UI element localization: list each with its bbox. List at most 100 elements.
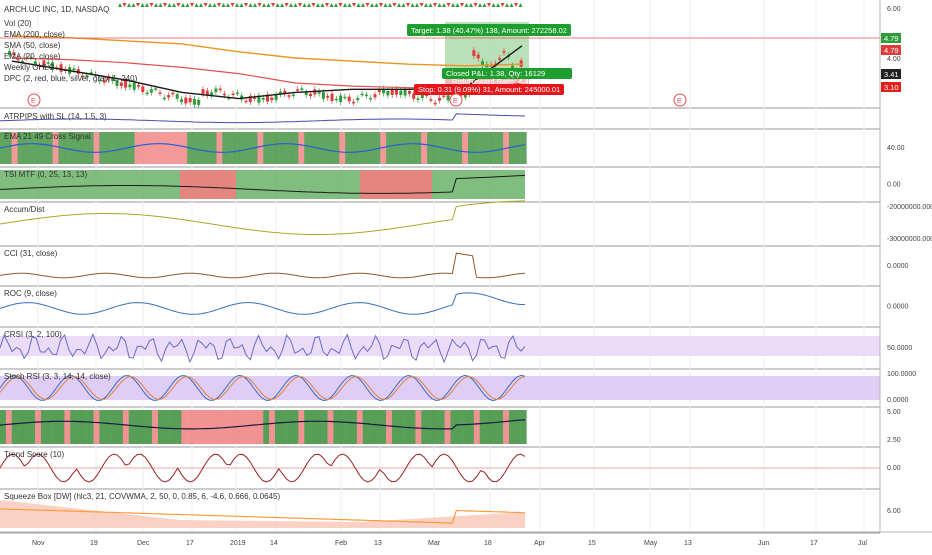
volume-marker (455, 3, 460, 7)
signal-block (415, 132, 422, 164)
candle (498, 58, 502, 60)
trend-block (368, 410, 375, 444)
signal-block (70, 132, 77, 164)
volume-marker (347, 3, 352, 7)
volume-marker (280, 3, 284, 7)
pane-label[interactable]: CCI (31, close) (4, 249, 58, 258)
time-axis-label: 13 (684, 540, 692, 547)
trend-block (11, 410, 18, 444)
candle (446, 95, 450, 101)
trend-block (257, 410, 264, 444)
pane-axis-tick: 0.00 (887, 465, 901, 472)
volume-marker (302, 3, 307, 7)
trend-block (386, 410, 393, 444)
signal-block (216, 132, 223, 164)
volume-marker (257, 3, 262, 7)
stoch-k-line (0, 374, 526, 402)
price-pane[interactable]: Target: 1.38 (40.47%) 138, Amount: 27225… (0, 3, 880, 109)
trend-block (163, 410, 170, 444)
trend-block (345, 410, 352, 444)
volume-marker (334, 3, 338, 7)
time-axis-label: Feb (335, 540, 347, 547)
signal-block (514, 132, 521, 164)
overlay-label-weekly-ohlc[interactable]: Weekly OHLC (4, 63, 55, 72)
candle (257, 95, 261, 103)
svg-text:3.10: 3.10 (884, 83, 899, 92)
candle (274, 94, 278, 101)
overlay-label-vol[interactable]: Vol (20) (4, 19, 32, 28)
overlay-label-dpc[interactable]: DPC (2, red, blue, silver, gray, 1, 240) (4, 74, 138, 83)
volume-marker (284, 3, 289, 7)
volume-marker (338, 3, 343, 7)
candle (102, 80, 106, 83)
candle (188, 97, 192, 103)
volume-marker (487, 3, 491, 7)
candle (425, 94, 429, 97)
trend-block (427, 410, 434, 444)
candle (210, 92, 214, 96)
candle (158, 92, 162, 94)
signal-block (450, 132, 457, 164)
pane-axis-tick: 2.50 (887, 437, 901, 444)
candle (287, 95, 291, 97)
trend-block (40, 410, 47, 444)
pane-label[interactable]: ATRPIPS with SL (14, 1.5, 3) (4, 112, 107, 121)
overlay-label-ema20[interactable]: EMA (20, close) (4, 52, 61, 61)
squeeze-line (0, 508, 526, 524)
signal-block (456, 132, 463, 164)
overlay-label-ema200[interactable]: EMA (200, close) (4, 30, 65, 39)
target-label-box (407, 24, 571, 36)
candle (420, 94, 424, 98)
earnings-label-2: E (453, 98, 458, 105)
pane-label[interactable]: CRSI (3, 2, 100) (4, 330, 62, 339)
volume-marker (203, 3, 208, 7)
signal-block (5, 132, 12, 164)
candle (386, 90, 390, 96)
pane-axis-tick: 0.0000 (887, 304, 909, 311)
volume-marker (356, 3, 361, 7)
volume-marker (293, 3, 298, 7)
candle (16, 58, 20, 61)
signal-block (508, 132, 515, 164)
signal-block (339, 132, 346, 164)
pnl-label-box (442, 68, 572, 79)
signal-block (304, 132, 311, 164)
volume-marker (514, 3, 518, 7)
candle (162, 97, 166, 100)
volume-marker (469, 3, 473, 7)
volume-marker (185, 3, 190, 7)
earnings-label-3: E (677, 98, 682, 105)
pane-label[interactable]: Squeeze Box [DW] (hlc3, 21, COVWMA, 2, 5… (4, 492, 280, 501)
pane-label[interactable]: ROC (9, close) (4, 289, 57, 298)
ema200-line (11, 35, 523, 67)
trend-block (93, 410, 100, 444)
volume-marker (325, 3, 329, 7)
signal-block (374, 132, 381, 164)
earnings-marker-1[interactable] (27, 93, 41, 107)
signal-block (368, 132, 375, 164)
pane-label[interactable]: Accum/Dist (4, 205, 45, 214)
atr-line (0, 113, 526, 124)
candle (33, 61, 37, 65)
earnings-marker-2[interactable] (449, 93, 463, 107)
pane-label[interactable]: EMA 21 49 Cross Signal (4, 132, 91, 141)
signal-block (257, 132, 264, 164)
svg-text:3.41: 3.41 (884, 70, 899, 79)
trend-block (321, 410, 328, 444)
earnings-marker-3[interactable] (673, 93, 687, 107)
price-tag-sma: 4.79 (881, 45, 901, 55)
symbol-title[interactable]: ARCH.UC INC, 1D, NASDAQ (4, 5, 109, 14)
signal-block (99, 132, 106, 164)
volume-marker (343, 3, 347, 7)
candle (369, 97, 373, 100)
candle (89, 72, 93, 74)
pane-label[interactable]: TSI MTF (0, 25, 13, 13) (4, 170, 87, 179)
volume-marker (446, 3, 451, 7)
overlay-label-sma50[interactable]: SMA (50, close) (4, 41, 61, 50)
trend-block (327, 410, 334, 444)
candle (132, 82, 136, 90)
pane-label[interactable]: Trend Score (10) (4, 450, 65, 459)
signal-block (497, 132, 504, 164)
trend-block (274, 410, 281, 444)
pane-label[interactable]: Stoch RSI (3, 3, 14, 14, close) (4, 372, 111, 381)
